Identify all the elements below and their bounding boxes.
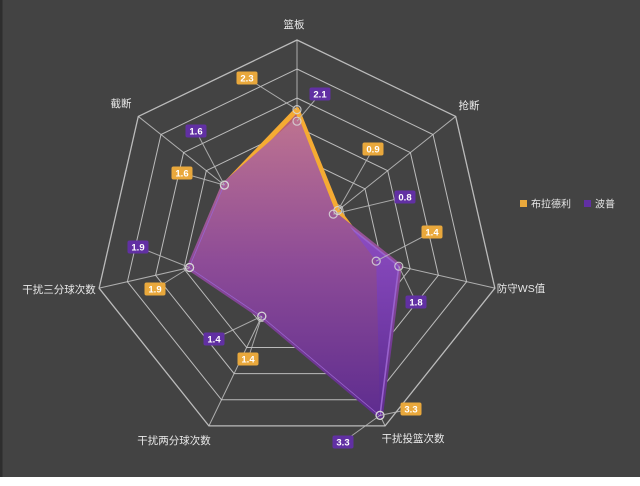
value-label-text: 1.4 [207,335,221,346]
value-label: 1.6 [171,166,193,180]
value-label-text: 3.3 [404,405,417,416]
value-label-box [362,142,384,156]
value-label: 3.3 [332,435,354,449]
value-label: 1.9 [127,240,149,254]
value-label-box [236,71,258,85]
value-label: 2.3 [236,71,258,85]
value-label-leader [333,196,406,215]
value-label-box [332,435,354,449]
axis-label-5: 干扰三分球次数 [22,283,96,296]
pope-extra-area [188,120,400,417]
value-label-text: 0.8 [398,193,411,204]
data-point-marker [394,261,404,271]
axis-label-4: 干扰两分球次数 [137,434,211,447]
value-labels: 2.3 0.9 1.4 3.3 1.4 1.9 1.6 2.1 0.8 1.8 3.3 1.4 1.9 1… [127,71,443,449]
axis-label-0: 篮板 [284,18,305,31]
data-point-markers [185,104,404,420]
legend-label-bradley: 布拉德利 [531,198,571,211]
bottom-strip [0,477,640,486]
value-label-box [400,402,422,416]
left-edge-border [0,0,3,477]
value-label: 1.6 [185,124,207,138]
radar-grid-ring [98,39,496,427]
legend-swatch-bradley [520,200,527,207]
value-label-text: 1.9 [148,285,161,296]
axis-label-2: 防守WS值 [497,282,546,295]
legend-item-bradley[interactable]: 布拉德利 [520,198,571,211]
value-label-text: 1.4 [241,355,255,366]
legend-item-pope[interactable]: 波普 [584,198,615,211]
value-label-leader [247,316,263,360]
value-label-box [421,225,443,239]
value-label-box [405,295,427,309]
value-label: 1.4 [237,352,259,366]
value-label-text: 1.4 [425,228,439,239]
value-label: 0.8 [394,190,416,204]
data-point-marker [257,311,267,321]
value-label-box [185,124,207,138]
radar-grid-ring [126,68,468,401]
value-label-text: 3.3 [336,438,349,449]
data-point-marker [371,256,381,266]
data-point-marker [219,180,229,190]
value-label-text: 2.1 [313,90,327,101]
data-point-marker [328,209,338,219]
value-label-box [127,240,149,254]
value-label-leader [337,148,374,211]
legend-label-pope: 波普 [595,198,615,211]
data-point-marker [185,262,195,273]
value-label: 1.9 [144,282,166,296]
value-label-box [237,352,259,366]
value-label: 1.8 [405,295,427,309]
value-label-text: 1.9 [131,243,144,254]
value-label-text: 0.9 [366,145,379,156]
axis-label-6: 截断 [111,97,132,110]
data-point-marker [292,116,302,126]
value-label: 3.3 [400,402,422,416]
legend: 布拉德利 波普 [520,198,615,211]
value-label-box [144,282,166,296]
value-label: 2.1 [309,87,331,101]
value-label-text: 1.6 [175,169,188,180]
value-label: 1.4 [421,225,443,239]
data-point-marker [375,410,385,420]
axis-label-1: 抢断 [459,99,480,112]
legend-swatch-pope [584,200,591,207]
value-label-box [309,87,331,101]
value-label-box [394,190,416,204]
data-point-marker [292,104,302,115]
value-label-text: 2.3 [240,74,253,85]
value-label-leader [195,130,225,186]
axis-label-3: 干扰投篮次数 [382,432,445,445]
value-label-box [203,332,225,346]
value-label: 0.9 [362,142,384,156]
value-label: 1.4 [203,332,225,346]
value-label-text: 1.6 [189,127,202,138]
value-label-text: 1.8 [409,298,422,309]
value-label-box [171,166,193,180]
